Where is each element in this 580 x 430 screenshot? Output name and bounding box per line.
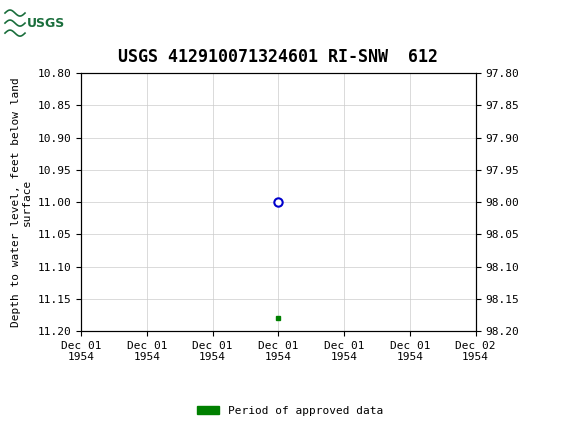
Legend: Period of approved data: Period of approved data <box>193 401 387 420</box>
Y-axis label: Depth to water level, feet below land
surface: Depth to water level, feet below land su… <box>10 77 32 327</box>
Text: USGS: USGS <box>27 17 65 30</box>
Title: USGS 412910071324601 RI-SNW  612: USGS 412910071324601 RI-SNW 612 <box>118 48 438 66</box>
FancyBboxPatch shape <box>4 4 52 41</box>
